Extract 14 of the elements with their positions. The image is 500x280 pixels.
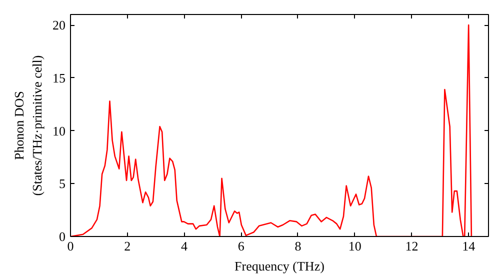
y-tick-label: 10: [52, 123, 66, 138]
x-tick-label: 12: [405, 238, 418, 254]
x-tick-label: 6: [238, 238, 245, 254]
y-tick-label: 20: [52, 18, 66, 33]
x-tick-label: 4: [180, 238, 188, 254]
y-axis-title: Phonon DOS (States/THz·primitive cell): [12, 55, 44, 196]
y-tick-label: 15: [52, 70, 66, 86]
x-tick-label: 2: [124, 238, 131, 254]
x-tick-label: 14: [462, 238, 476, 254]
y-tick-label: 5: [59, 176, 66, 192]
y-tick-label: 0: [59, 229, 66, 244]
x-tick-label: 8: [294, 238, 302, 254]
x-axis-title: Frequency (THz): [234, 258, 324, 274]
x-tick-label: 10: [348, 238, 362, 254]
